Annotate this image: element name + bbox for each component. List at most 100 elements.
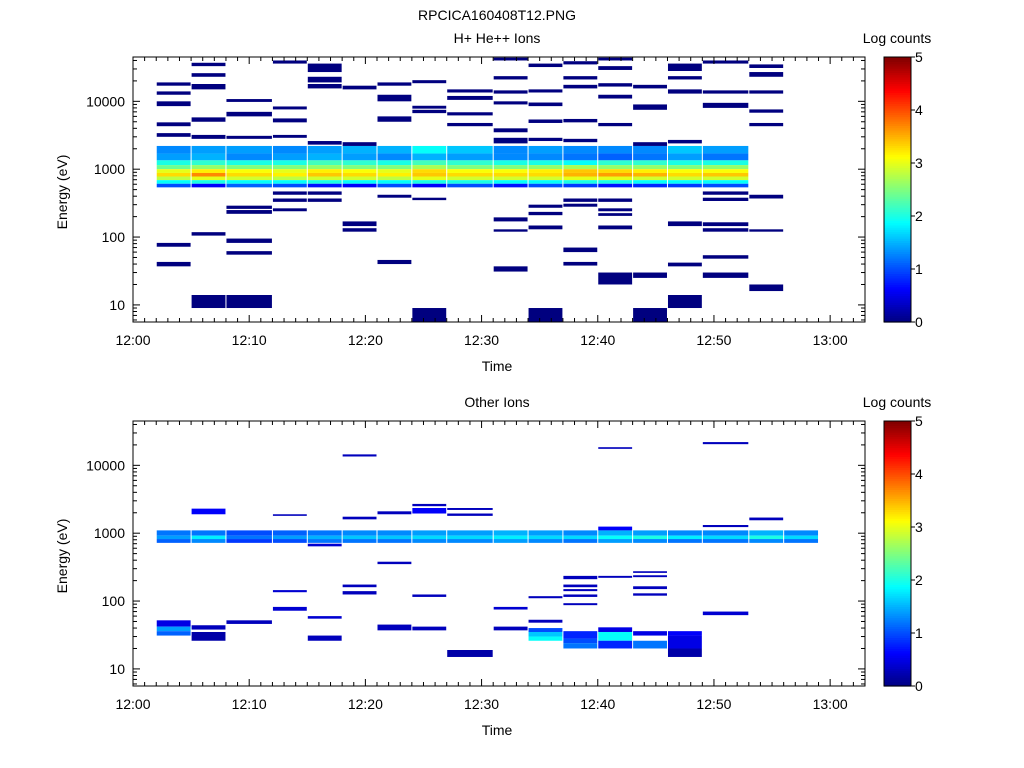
ion-band-cell [307, 530, 342, 536]
colorbar-tick-label: 4 [915, 466, 923, 482]
count-cell [563, 584, 598, 588]
y-tick-label: 10000 [86, 457, 125, 473]
count-cell [598, 447, 633, 449]
colorbar-segment [884, 553, 911, 557]
colorbar-segment [884, 317, 911, 321]
colorbar-segment [884, 87, 911, 91]
colorbar-segment [884, 544, 911, 548]
colorbar-segment [884, 502, 911, 506]
count-cell [156, 133, 191, 137]
colorbar-segment [884, 668, 911, 672]
ion-band-cell [156, 172, 191, 177]
colorbar-segment [884, 454, 911, 457]
colorbar-segment [884, 610, 911, 614]
ion-band-cell [528, 145, 563, 154]
count-cell [633, 575, 667, 578]
colorbar-segment [884, 224, 911, 228]
colorbar-segment [884, 515, 911, 519]
colorbar-segment [884, 633, 911, 636]
ion-band-cell [702, 180, 749, 184]
count-cell [633, 593, 667, 596]
count-cell [447, 508, 493, 510]
colorbar-segment [884, 79, 911, 82]
colorbar-segment [884, 496, 911, 499]
ion-band-cell [307, 172, 342, 177]
colorbar-segment [884, 555, 911, 559]
ion-band-cell [563, 530, 598, 536]
colorbar-tick-label: 1 [915, 625, 923, 641]
colorbar-segment [884, 295, 911, 299]
colorbar-segment [884, 277, 911, 281]
colorbar-segment [884, 304, 911, 308]
colorbar-segment [884, 674, 911, 678]
count-cell [563, 631, 598, 639]
panel-title: H+ He++ Ions [454, 30, 541, 46]
colorbar-segment [884, 171, 911, 175]
ion-band-cell [272, 165, 307, 170]
count-cell [563, 638, 598, 644]
ion-band-cell [226, 530, 272, 536]
colorbar-segment [884, 599, 911, 603]
colorbar-segment [884, 683, 911, 687]
ion-band-cell [412, 535, 447, 540]
ion-band-cell [377, 145, 412, 154]
colorbar-segment [884, 652, 911, 656]
ion-band-cell [667, 160, 702, 166]
colorbar-segment [884, 193, 911, 197]
ion-band-cell [307, 160, 342, 166]
count-cell [528, 63, 563, 68]
ion-band-cell [156, 176, 191, 181]
ion-band-cell [307, 539, 342, 543]
y-tick-label: 1000 [94, 525, 125, 541]
colorbar-segment [884, 81, 911, 85]
count-cell [493, 266, 528, 272]
ion-band-cell [563, 183, 598, 188]
count-cell [447, 95, 493, 100]
count-cell [493, 57, 528, 61]
colorbar-segment [884, 487, 911, 491]
ion-band-cell [528, 153, 563, 161]
count-cell [528, 596, 563, 599]
x-tick-label: 12:30 [464, 696, 499, 712]
y-axis: 10 100 1000 10000 [86, 423, 865, 685]
colorbar-segment [884, 518, 911, 521]
ion-band-cell [493, 169, 528, 173]
colorbar-segment [884, 151, 911, 155]
colorbar-segment [884, 200, 911, 204]
count-cell [191, 295, 226, 309]
colorbar-segment [884, 624, 911, 627]
count-cell [272, 590, 307, 593]
colorbar-segment [884, 202, 911, 206]
ion-band-cell [307, 183, 342, 188]
ion-band-cell [226, 169, 272, 173]
ion-band-cell [377, 535, 412, 540]
count-cell [528, 204, 563, 208]
y-tick-label: 100 [102, 593, 126, 609]
count-cell [156, 631, 191, 636]
ion-band-cell [667, 535, 702, 540]
count-cell [702, 222, 749, 227]
ion-band-cell [226, 153, 272, 161]
colorbar-segment [884, 621, 911, 625]
colorbar-segment [884, 246, 911, 250]
y-tick-label: 10 [109, 297, 125, 313]
count-cell [447, 650, 493, 657]
colorbar-frame [883, 56, 912, 323]
colorbar-segment [884, 577, 911, 581]
ion-band-cell [342, 180, 377, 184]
ion-band-cell [447, 165, 493, 170]
count-cell [528, 619, 563, 623]
colorbar-segment [884, 105, 911, 109]
colorbar-segment [884, 593, 911, 597]
ion-band-cell [412, 539, 447, 543]
colorbar-segment [884, 249, 911, 252]
count-cell [307, 543, 342, 547]
ion-band-cell [563, 539, 598, 543]
colorbar-segment [884, 227, 911, 230]
x-tick-label: 12:20 [348, 332, 383, 348]
count-cell [493, 217, 528, 222]
count-cell [342, 142, 377, 146]
count-cell [307, 63, 342, 73]
colorbar-segment [884, 509, 911, 513]
